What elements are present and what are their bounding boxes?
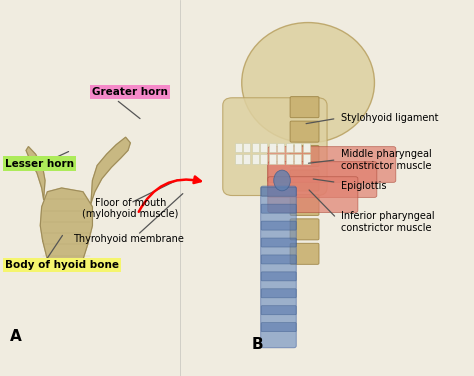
FancyBboxPatch shape (223, 98, 327, 196)
FancyBboxPatch shape (261, 289, 296, 298)
FancyBboxPatch shape (290, 97, 319, 118)
Polygon shape (26, 147, 45, 199)
Bar (269, 154, 276, 164)
FancyBboxPatch shape (290, 170, 319, 191)
Text: Inferior pharyngeal
constrictor muscle: Inferior pharyngeal constrictor muscle (341, 211, 435, 233)
Bar (243, 154, 250, 164)
Bar (277, 154, 284, 164)
Ellipse shape (242, 23, 374, 143)
FancyBboxPatch shape (261, 323, 296, 332)
FancyBboxPatch shape (290, 121, 319, 142)
Bar (235, 143, 242, 152)
FancyBboxPatch shape (261, 255, 296, 264)
Bar (243, 143, 250, 152)
Bar (294, 154, 301, 164)
Text: Middle pharyngeal
constrictor muscle: Middle pharyngeal constrictor muscle (341, 149, 432, 171)
Text: Lesser horn: Lesser horn (5, 159, 74, 168)
Bar (303, 154, 310, 164)
FancyBboxPatch shape (290, 219, 319, 240)
Ellipse shape (273, 170, 290, 191)
Bar (260, 143, 267, 152)
Text: Stylohyoid ligament: Stylohyoid ligament (341, 114, 439, 123)
Bar (252, 154, 259, 164)
FancyBboxPatch shape (261, 204, 296, 213)
Text: Floor of mouth
(mylohyoid muscle): Floor of mouth (mylohyoid muscle) (82, 198, 179, 220)
FancyBboxPatch shape (261, 272, 296, 281)
Bar (277, 143, 284, 152)
FancyBboxPatch shape (261, 238, 296, 247)
FancyBboxPatch shape (290, 243, 319, 264)
FancyBboxPatch shape (290, 146, 319, 167)
Text: B: B (251, 337, 263, 352)
Bar (303, 143, 310, 152)
Text: Body of hyoid bone: Body of hyoid bone (5, 260, 119, 270)
FancyBboxPatch shape (290, 194, 319, 215)
Bar (269, 143, 276, 152)
FancyBboxPatch shape (261, 187, 296, 196)
Bar (252, 143, 259, 152)
Bar (294, 143, 301, 152)
FancyBboxPatch shape (268, 162, 377, 197)
Text: Greater horn: Greater horn (92, 87, 168, 97)
FancyBboxPatch shape (268, 177, 358, 212)
Bar (286, 154, 293, 164)
Text: Thyrohyoid membrane: Thyrohyoid membrane (73, 234, 183, 244)
Bar (260, 154, 267, 164)
Text: Epiglottis: Epiglottis (341, 181, 387, 191)
FancyBboxPatch shape (261, 306, 296, 315)
Bar (286, 143, 293, 152)
FancyBboxPatch shape (261, 221, 296, 230)
Polygon shape (91, 137, 130, 203)
FancyBboxPatch shape (261, 186, 296, 348)
Text: A: A (9, 329, 21, 344)
Polygon shape (40, 188, 92, 263)
Bar (235, 154, 242, 164)
FancyBboxPatch shape (268, 147, 396, 182)
